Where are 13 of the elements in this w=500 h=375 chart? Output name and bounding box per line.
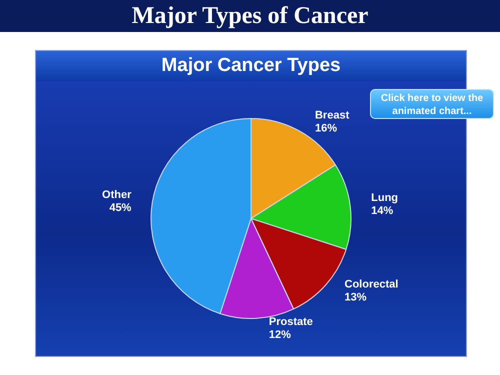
data-label: 45% bbox=[109, 202, 132, 214]
data-label: 16% bbox=[314, 122, 338, 135]
slice-label: Other bbox=[102, 188, 132, 201]
chart-subtitle: Major Cancer Types bbox=[36, 51, 466, 81]
data-label: 13% bbox=[344, 292, 367, 304]
data-label: 14% bbox=[371, 205, 394, 218]
data-label: 12% bbox=[268, 328, 292, 341]
slice-label: Breast bbox=[314, 110, 350, 122]
chart-title: Major Types of Cancer bbox=[0, 0, 500, 32]
slice-label: Lung bbox=[371, 192, 398, 204]
slice-label: Colorectal bbox=[344, 278, 398, 291]
slice-label: Prostate bbox=[268, 316, 313, 328]
button: Click here to view the animated chart... bbox=[370, 89, 494, 119]
